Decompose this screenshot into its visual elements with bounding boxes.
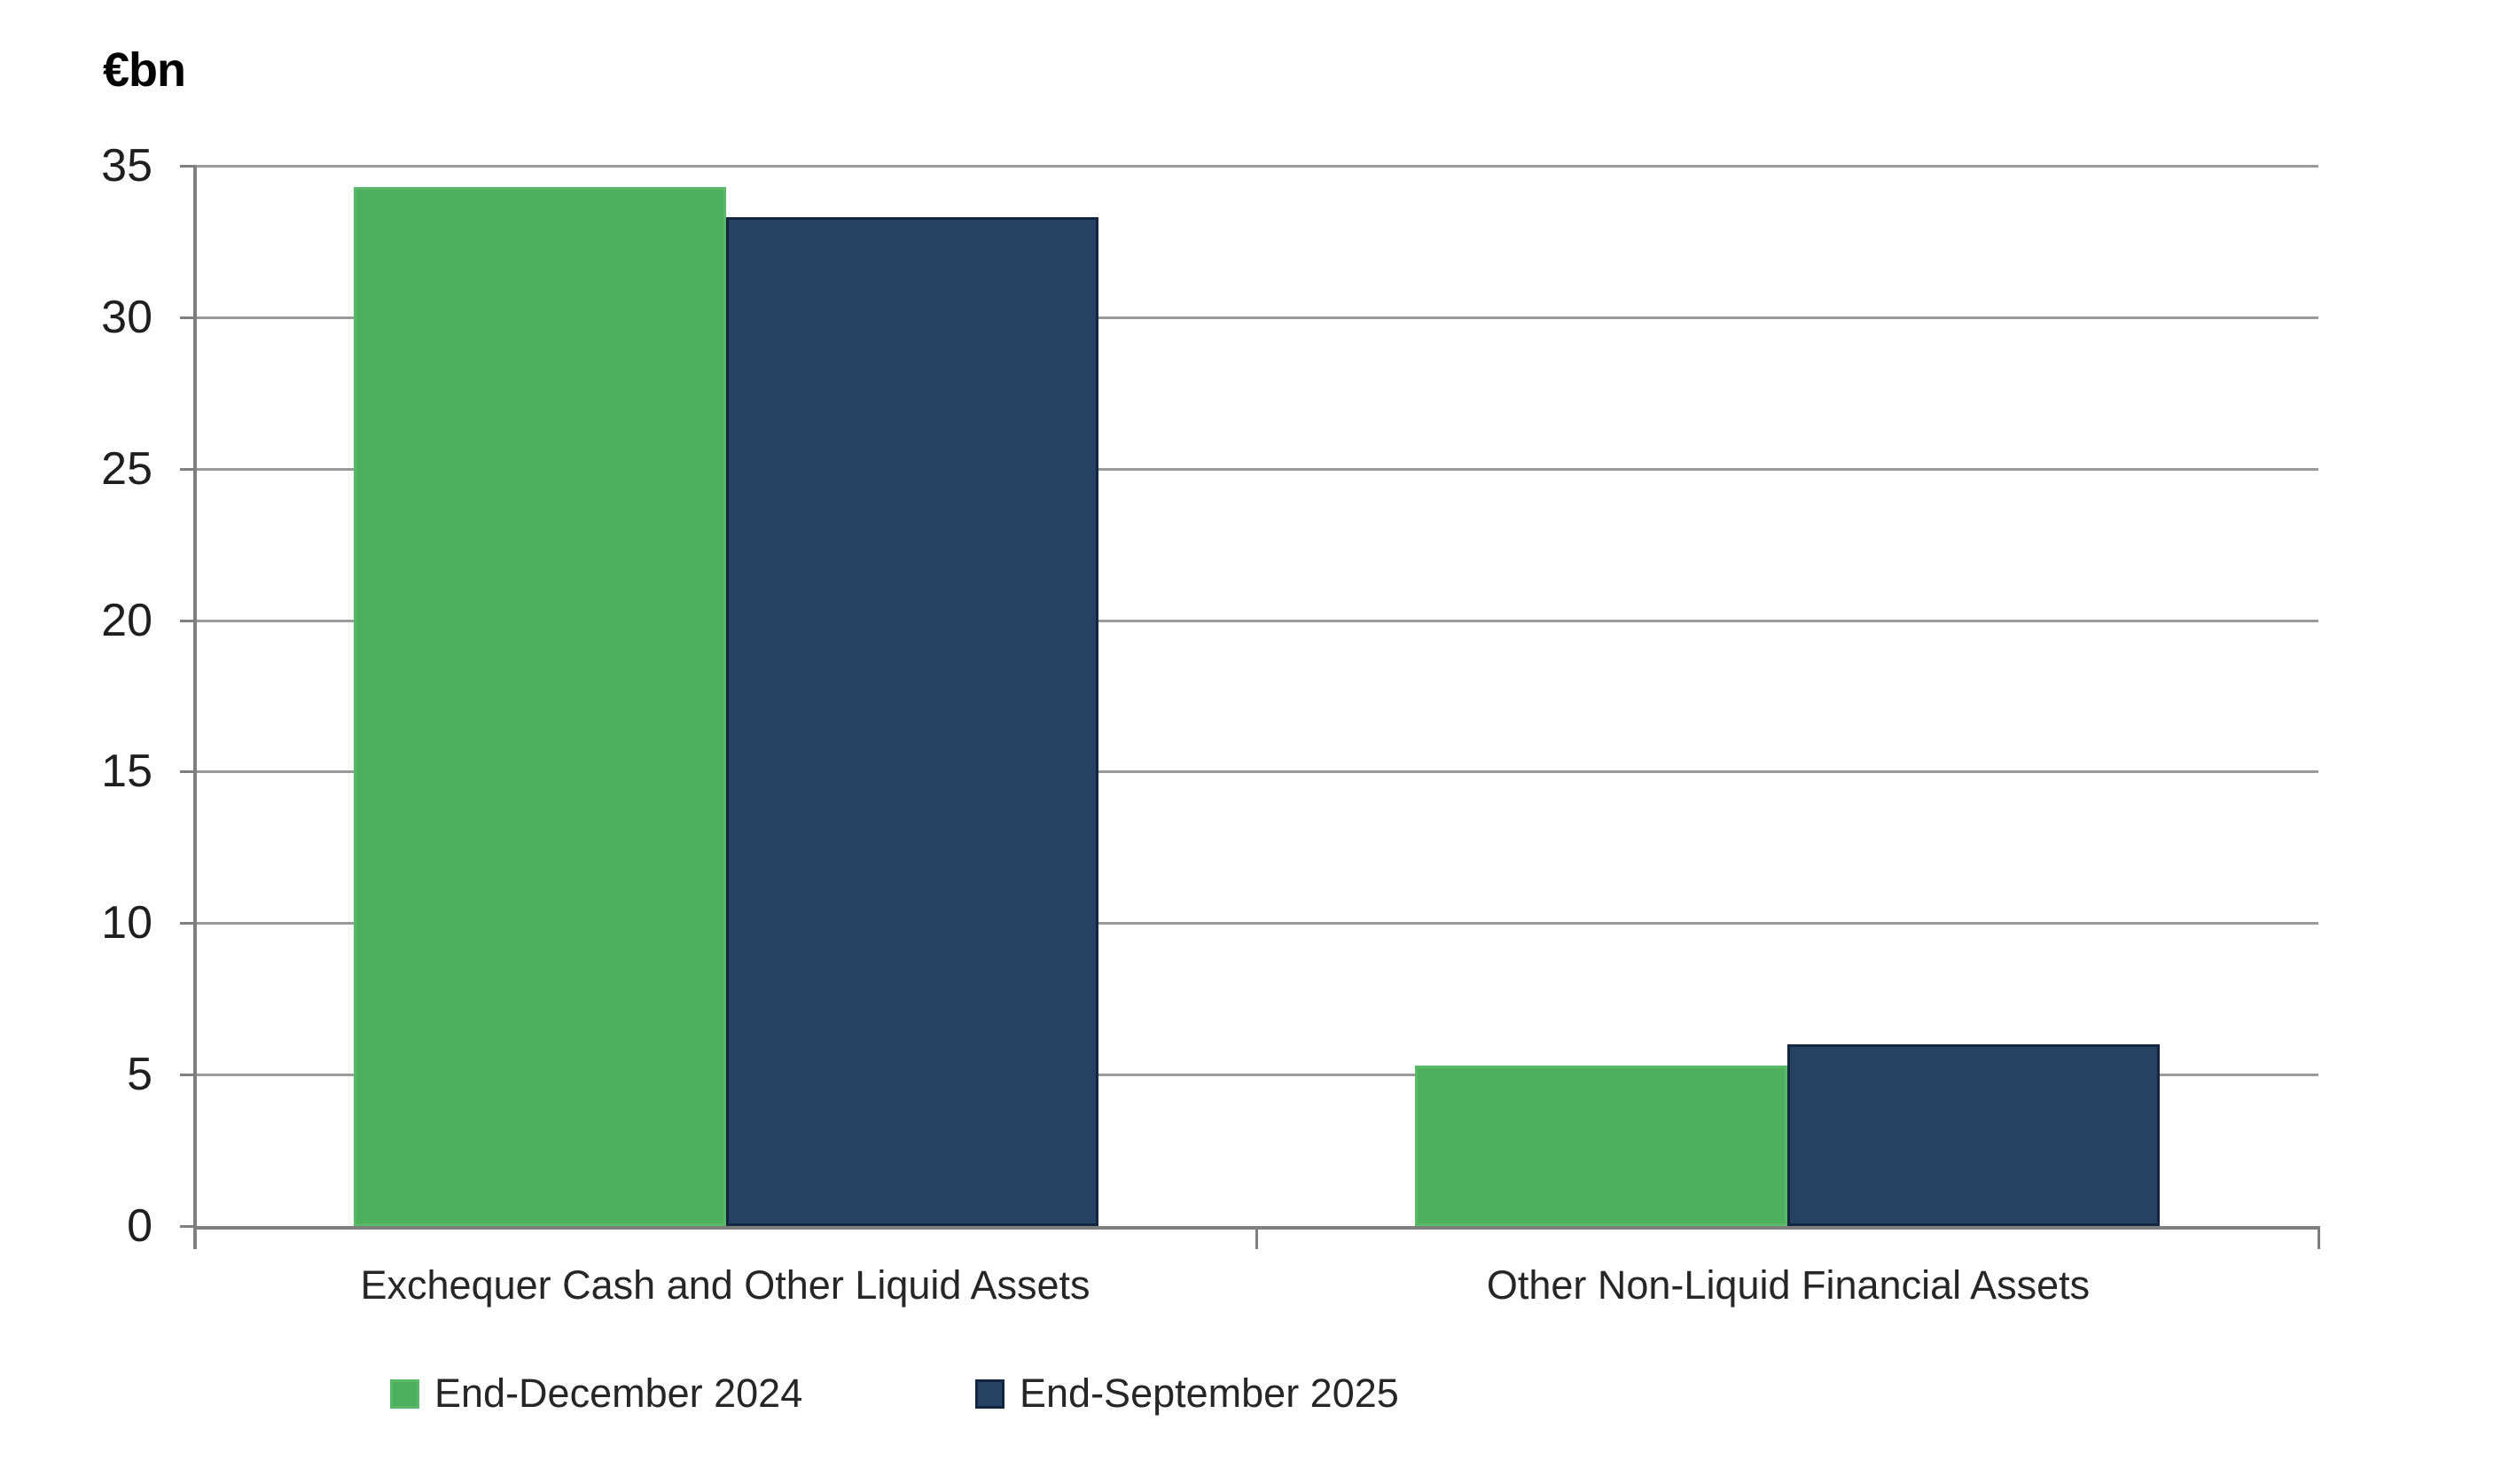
bar — [725, 217, 1098, 1226]
legend-swatch — [975, 1379, 1004, 1409]
gridline — [195, 1074, 2318, 1077]
y-axis-tick — [180, 1225, 195, 1228]
legend-item: End-September 2025 — [975, 1369, 1399, 1418]
x-category-label: Other Non-Liquid Financial Assets — [1486, 1262, 2091, 1308]
x-axis-tick — [2317, 1226, 2320, 1249]
y-axis-tick — [180, 770, 195, 774]
y-axis-tick — [180, 316, 195, 319]
y-tick-label: 20 — [101, 594, 152, 646]
x-category-label: Exchequer Cash and Other Liquid Assets — [360, 1262, 1090, 1308]
y-axis-unit-label: €bn — [103, 43, 186, 97]
legend-label: End-December 2024 — [434, 1371, 803, 1416]
y-tick-label: 5 — [127, 1049, 152, 1101]
y-tick-label: 30 — [101, 291, 152, 343]
y-axis-tick — [180, 922, 195, 926]
y-tick-label: 25 — [101, 442, 152, 495]
y-axis-line — [193, 166, 197, 1249]
bar — [1787, 1043, 2161, 1226]
y-tick-label: 0 — [127, 1200, 152, 1252]
x-axis-tick — [193, 1226, 197, 1249]
legend-item: End-December 2024 — [390, 1369, 802, 1418]
bar — [1415, 1065, 1788, 1226]
legend-label: End-September 2025 — [1020, 1371, 1399, 1416]
legend-swatch — [390, 1379, 419, 1409]
gridline — [195, 467, 2318, 471]
y-axis-tick — [180, 619, 195, 622]
gridline — [195, 165, 2318, 168]
y-axis-tick — [180, 1074, 195, 1077]
y-tick-label: 15 — [101, 746, 152, 798]
gridline — [195, 922, 2318, 926]
bar — [353, 186, 726, 1226]
y-tick-label: 35 — [101, 140, 152, 191]
gridline — [195, 770, 2318, 774]
y-axis-tick — [180, 467, 195, 471]
gridline — [195, 316, 2318, 319]
gridline — [195, 619, 2318, 622]
y-axis-tick — [180, 165, 195, 168]
x-axis-tick — [1255, 1226, 1258, 1249]
y-tick-label: 10 — [101, 897, 152, 949]
